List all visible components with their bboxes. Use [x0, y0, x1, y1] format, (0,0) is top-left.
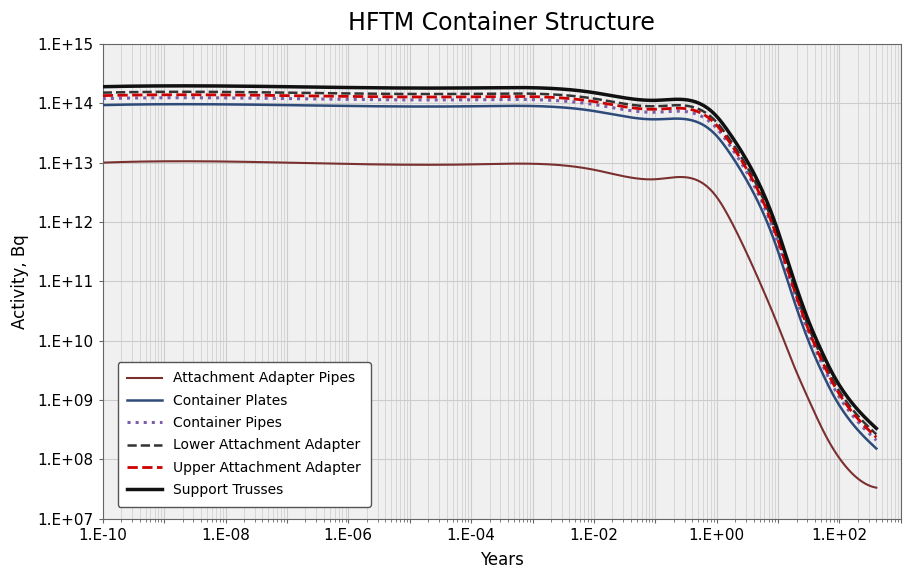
- Lower Attachment Adapter: [547, 91, 558, 98]
- Container Plates: [97, 102, 108, 108]
- Container Plates: [145, 101, 156, 108]
- Lower Attachment Adapter: [97, 89, 108, 96]
- Container Plates: [763, 226, 774, 233]
- Container Pipes: [178, 94, 189, 101]
- Container Pipes: [97, 95, 108, 102]
- Attachment Adapter Pipes: [684, 175, 695, 182]
- Line: Attachment Adapter Pipes: Attachment Adapter Pipes: [103, 161, 875, 488]
- Lower Attachment Adapter: [870, 431, 881, 438]
- Container Pipes: [590, 102, 601, 108]
- Container Pipes: [145, 95, 156, 102]
- Container Pipes: [547, 97, 558, 104]
- Support Trusses: [590, 89, 601, 96]
- Title: HFTM Container Structure: HFTM Container Structure: [348, 11, 654, 35]
- Line: Lower Attachment Adapter: Lower Attachment Adapter: [103, 92, 875, 434]
- Attachment Adapter Pipes: [97, 159, 108, 166]
- Upper Attachment Adapter: [97, 92, 108, 99]
- Container Pipes: [870, 437, 881, 444]
- Container Pipes: [763, 217, 774, 224]
- Upper Attachment Adapter: [145, 92, 156, 99]
- Attachment Adapter Pipes: [145, 158, 156, 165]
- Line: Upper Attachment Adapter: Upper Attachment Adapter: [103, 95, 875, 437]
- Support Trusses: [870, 425, 881, 432]
- Support Trusses: [684, 97, 695, 104]
- Lower Attachment Adapter: [178, 88, 189, 95]
- Line: Container Pipes: Container Pipes: [103, 97, 875, 440]
- Y-axis label: Activity, Bq: Activity, Bq: [11, 234, 29, 329]
- Container Plates: [547, 103, 558, 110]
- Container Pipes: [684, 109, 695, 116]
- Upper Attachment Adapter: [568, 96, 578, 103]
- Upper Attachment Adapter: [763, 214, 774, 221]
- Attachment Adapter Pipes: [178, 158, 189, 165]
- Lower Attachment Adapter: [763, 211, 774, 218]
- Container Pipes: [568, 99, 578, 106]
- Support Trusses: [763, 205, 774, 212]
- Upper Attachment Adapter: [547, 94, 558, 101]
- Lower Attachment Adapter: [145, 88, 156, 95]
- Support Trusses: [145, 82, 156, 89]
- X-axis label: Years: Years: [479, 551, 523, 569]
- Container Plates: [590, 108, 601, 115]
- Upper Attachment Adapter: [684, 106, 695, 113]
- Container Plates: [870, 445, 881, 452]
- Attachment Adapter Pipes: [870, 484, 881, 491]
- Upper Attachment Adapter: [178, 91, 189, 98]
- Lower Attachment Adapter: [568, 92, 578, 99]
- Line: Support Trusses: Support Trusses: [103, 86, 875, 429]
- Upper Attachment Adapter: [870, 434, 881, 441]
- Legend: Attachment Adapter Pipes, Container Plates, Container Pipes, Lower Attachment Ad: Attachment Adapter Pipes, Container Plat…: [118, 362, 370, 507]
- Container Plates: [684, 117, 695, 124]
- Line: Container Plates: Container Plates: [103, 104, 875, 448]
- Lower Attachment Adapter: [684, 103, 695, 110]
- Support Trusses: [547, 85, 558, 92]
- Support Trusses: [97, 83, 108, 90]
- Container Plates: [178, 101, 189, 108]
- Lower Attachment Adapter: [590, 96, 601, 103]
- Attachment Adapter Pipes: [590, 167, 601, 174]
- Attachment Adapter Pipes: [547, 161, 558, 168]
- Attachment Adapter Pipes: [763, 302, 774, 309]
- Support Trusses: [178, 82, 189, 89]
- Container Plates: [568, 105, 578, 112]
- Support Trusses: [568, 86, 578, 93]
- Upper Attachment Adapter: [590, 99, 601, 106]
- Attachment Adapter Pipes: [568, 163, 578, 170]
